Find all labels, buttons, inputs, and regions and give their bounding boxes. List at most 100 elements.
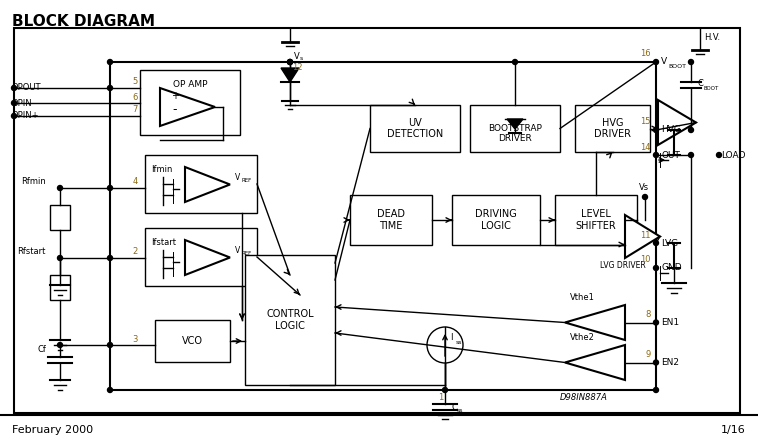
Bar <box>145 228 257 286</box>
Circle shape <box>643 194 647 199</box>
Circle shape <box>108 256 112 261</box>
Text: 16: 16 <box>641 50 651 59</box>
Text: C: C <box>697 80 703 89</box>
Circle shape <box>287 59 293 64</box>
Text: LVG: LVG <box>661 239 678 248</box>
Text: BOOT: BOOT <box>703 87 719 92</box>
Text: -: - <box>173 104 177 117</box>
Circle shape <box>653 320 659 325</box>
Text: ss: ss <box>457 409 463 413</box>
Text: UV
DETECTION: UV DETECTION <box>387 118 443 139</box>
Circle shape <box>688 127 694 132</box>
Bar <box>245 255 335 385</box>
Text: 9: 9 <box>646 350 651 359</box>
Circle shape <box>653 59 659 64</box>
Circle shape <box>287 59 293 64</box>
Text: I: I <box>450 333 453 342</box>
Text: REF: REF <box>241 251 251 256</box>
Text: DRIVING
LOGIC: DRIVING LOGIC <box>475 209 517 231</box>
Circle shape <box>716 152 722 157</box>
Bar <box>575 105 650 152</box>
Text: 12: 12 <box>292 63 302 72</box>
Text: OPIN-: OPIN- <box>12 98 36 107</box>
Text: 2: 2 <box>133 248 138 257</box>
Bar <box>14 28 740 413</box>
Circle shape <box>688 59 694 64</box>
Text: V: V <box>235 246 240 255</box>
Text: BLOCK DIAGRAM: BLOCK DIAGRAM <box>12 14 155 29</box>
Circle shape <box>11 85 17 90</box>
Circle shape <box>653 240 659 245</box>
Text: D98IN887A: D98IN887A <box>560 392 608 401</box>
Bar <box>370 105 460 152</box>
Polygon shape <box>658 100 696 145</box>
Text: Ifmin: Ifmin <box>151 165 172 174</box>
Text: Vthe1: Vthe1 <box>570 294 595 303</box>
Circle shape <box>11 114 17 118</box>
Text: 7: 7 <box>133 105 138 114</box>
Text: EN2: EN2 <box>661 358 679 367</box>
Polygon shape <box>625 215 660 258</box>
Text: OUT: OUT <box>661 151 680 160</box>
Text: 4: 4 <box>133 177 138 186</box>
Text: Ifstart: Ifstart <box>151 238 176 247</box>
Circle shape <box>108 186 112 190</box>
Circle shape <box>58 342 62 347</box>
Bar <box>155 320 230 362</box>
Text: H.V.: H.V. <box>704 34 720 42</box>
Polygon shape <box>281 68 299 82</box>
Polygon shape <box>160 88 215 126</box>
Bar <box>50 275 70 300</box>
Polygon shape <box>565 305 625 340</box>
Text: 6: 6 <box>133 93 138 101</box>
Text: 10: 10 <box>641 256 651 265</box>
Bar <box>140 70 240 135</box>
Text: Rfmin: Rfmin <box>21 177 46 186</box>
Bar <box>470 105 560 152</box>
Text: 14: 14 <box>641 143 651 152</box>
Text: 3: 3 <box>133 334 138 343</box>
Text: 15: 15 <box>641 118 651 127</box>
Text: ss: ss <box>456 340 462 345</box>
Polygon shape <box>565 345 625 380</box>
Text: 5: 5 <box>133 77 138 87</box>
Circle shape <box>688 152 694 157</box>
Circle shape <box>443 388 447 392</box>
Circle shape <box>653 266 659 270</box>
Polygon shape <box>185 167 230 202</box>
Text: OP AMP: OP AMP <box>173 80 207 89</box>
Text: EN1: EN1 <box>661 318 679 327</box>
Text: V: V <box>294 52 299 61</box>
Text: V: V <box>661 58 667 67</box>
Text: V: V <box>235 173 240 182</box>
Circle shape <box>108 59 112 64</box>
Polygon shape <box>507 119 523 129</box>
Text: CONTROL
LOGIC: CONTROL LOGIC <box>266 309 314 331</box>
Circle shape <box>108 342 112 347</box>
Text: Rfstart: Rfstart <box>17 248 46 257</box>
Text: C: C <box>451 402 457 412</box>
Text: REF: REF <box>241 178 251 183</box>
Bar <box>50 205 70 230</box>
Text: LEVEL
SHIFTER: LEVEL SHIFTER <box>575 209 616 231</box>
Circle shape <box>653 360 659 365</box>
Text: +: + <box>171 91 179 101</box>
Circle shape <box>653 388 659 392</box>
Text: 8: 8 <box>646 310 651 319</box>
Text: 1/16: 1/16 <box>722 425 746 435</box>
Circle shape <box>108 85 112 90</box>
Text: HVG: HVG <box>661 126 681 135</box>
Circle shape <box>287 59 293 64</box>
Circle shape <box>58 186 62 190</box>
Text: DEAD
TIME: DEAD TIME <box>377 209 405 231</box>
Circle shape <box>653 127 659 132</box>
Text: LOAD: LOAD <box>721 151 746 160</box>
Bar <box>145 155 257 213</box>
Text: OPIN+: OPIN+ <box>12 111 39 121</box>
Polygon shape <box>185 240 230 275</box>
Circle shape <box>11 101 17 105</box>
Circle shape <box>108 388 112 392</box>
Bar <box>452 195 540 245</box>
Text: GND: GND <box>661 263 681 273</box>
Text: Vthe2: Vthe2 <box>570 333 595 342</box>
